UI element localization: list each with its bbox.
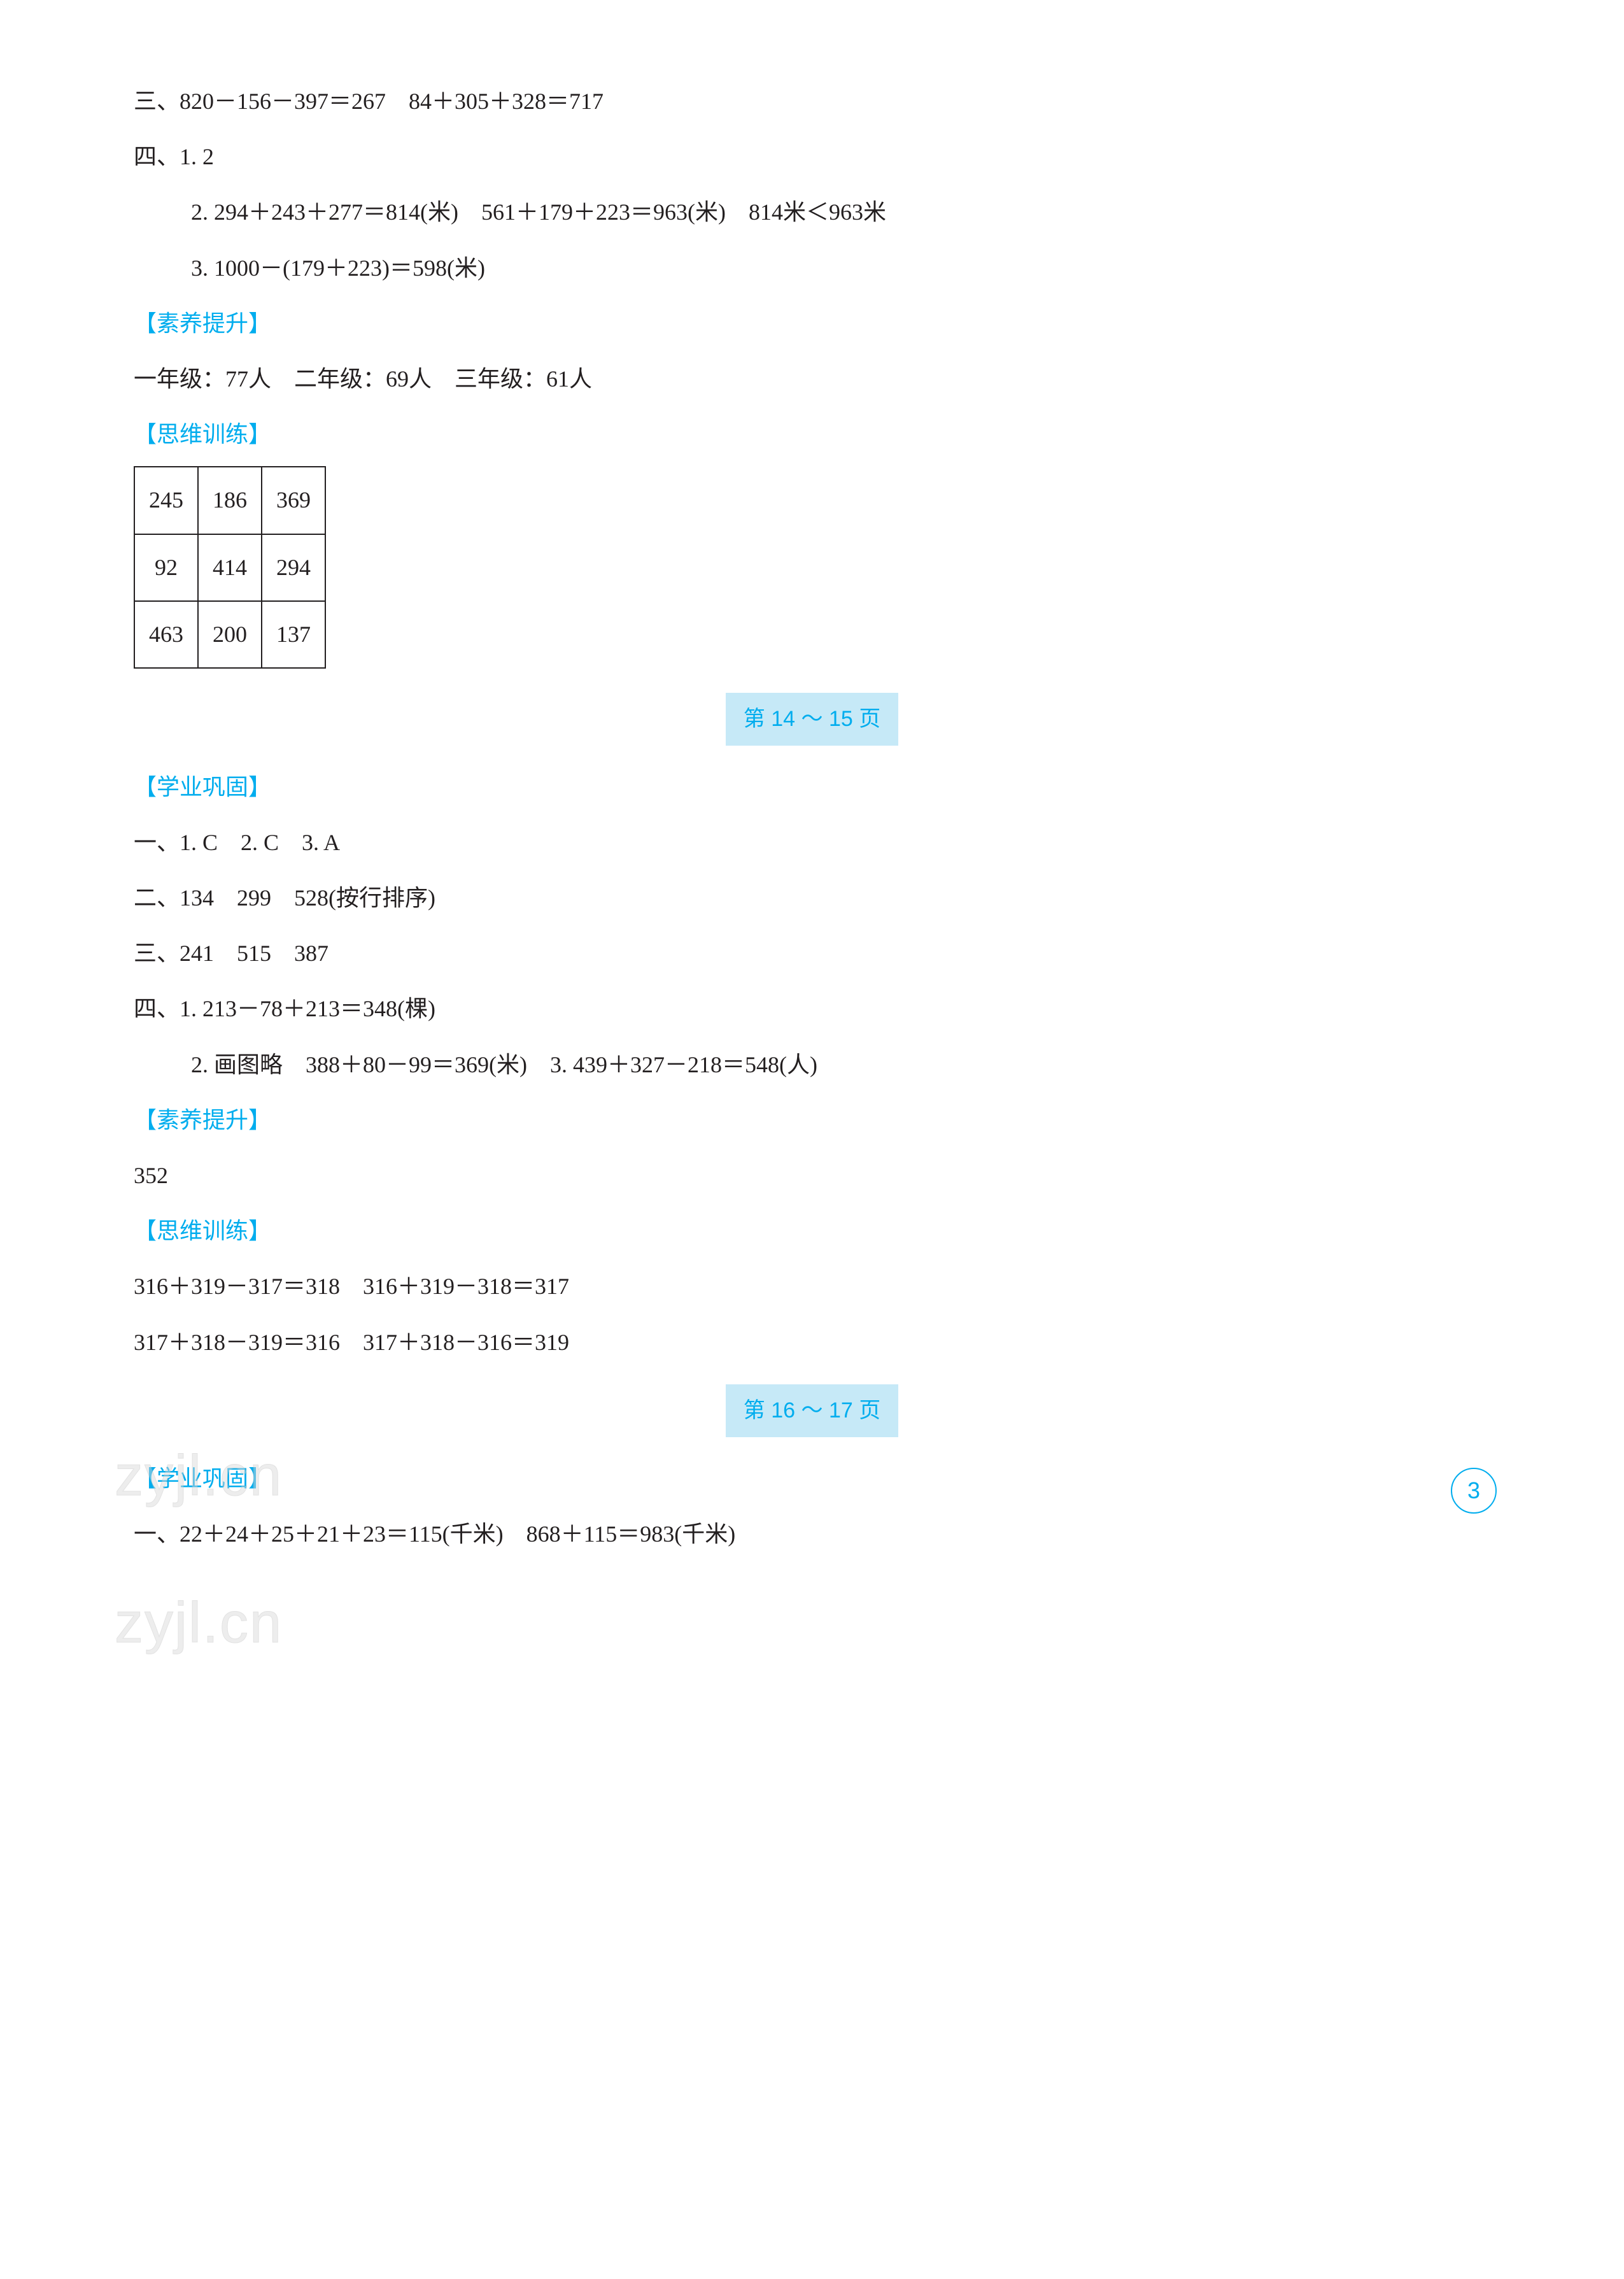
s2-line-2: 二、134 299 528(按行排序): [134, 873, 1490, 923]
table-cell: 186: [198, 467, 262, 534]
heading-xueye-2: 【学业巩固】: [134, 1454, 1490, 1504]
table-row: 245 186 369: [134, 467, 325, 534]
banner-wrap-2: 第 16 ～ 17 页: [134, 1373, 1490, 1449]
banner-wrap-1: 第 14 ～ 15 页: [134, 681, 1490, 757]
table-cell: 414: [198, 534, 262, 601]
grade-counts-line: 一年级：77人 二年级：69人 三年级：61人: [134, 354, 1490, 404]
page-number-text: 3: [1467, 1465, 1480, 1516]
page-range-banner-2: 第 16 ～ 17 页: [726, 1384, 898, 1437]
table-row: 463 200 137: [134, 601, 325, 668]
watermark-1: zyjl.cn: [115, 1560, 283, 1686]
heading-suyang-1: 【素养提升】: [134, 299, 1490, 349]
s2-line-4a: 四、1. 213－78＋213＝348(棵): [134, 984, 1490, 1034]
table-cell: 92: [134, 534, 198, 601]
s2-line-1: 一、1. C 2. C 3. A: [134, 818, 1490, 868]
heading-suyang-2: 【素养提升】: [134, 1095, 1490, 1146]
table-row: 92 414 294: [134, 534, 325, 601]
answer-line-si-2: 2. 294＋243＋277＝814(米) 561＋179＋223＝963(米)…: [134, 187, 1490, 238]
table-cell: 463: [134, 601, 198, 668]
heading-siwei-2: 【思维训练】: [134, 1206, 1490, 1256]
answer-line-si-3: 3. 1000－(179＋223)＝598(米): [134, 243, 1490, 294]
heading-xueye-1: 【学业巩固】: [134, 762, 1490, 813]
table-cell: 245: [134, 467, 198, 534]
s2-line-4b: 2. 画图略 388＋80－99＝369(米) 3. 439＋327－218＝5…: [134, 1040, 1490, 1090]
siwei2-line-2: 317＋318－319＝316 317＋318－316＝319: [134, 1317, 1490, 1368]
table-cell: 200: [198, 601, 262, 668]
suyang2-value: 352: [134, 1151, 1490, 1201]
number-grid-table: 245 186 369 92 414 294 463 200 137: [134, 466, 326, 669]
s3-line-1: 一、22＋24＋25＋21＋23＝115(千米) 868＋115＝983(千米): [134, 1509, 1490, 1559]
siwei2-line-1: 316＋319－317＝318 316＋319－318＝317: [134, 1261, 1490, 1312]
page-range-banner-1: 第 14 ～ 15 页: [726, 693, 898, 746]
table-cell: 294: [262, 534, 325, 601]
answer-line-si-1: 四、1. 2: [134, 132, 1490, 182]
s2-line-3: 三、241 515 387: [134, 928, 1490, 979]
page-number-badge: 3: [1451, 1468, 1497, 1514]
answer-line-san: 三、820－156－397＝267 84＋305＋328＝717: [134, 76, 1490, 127]
table-cell: 137: [262, 601, 325, 668]
heading-siwei-1: 【思维训练】: [134, 409, 1490, 460]
table-cell: 369: [262, 467, 325, 534]
